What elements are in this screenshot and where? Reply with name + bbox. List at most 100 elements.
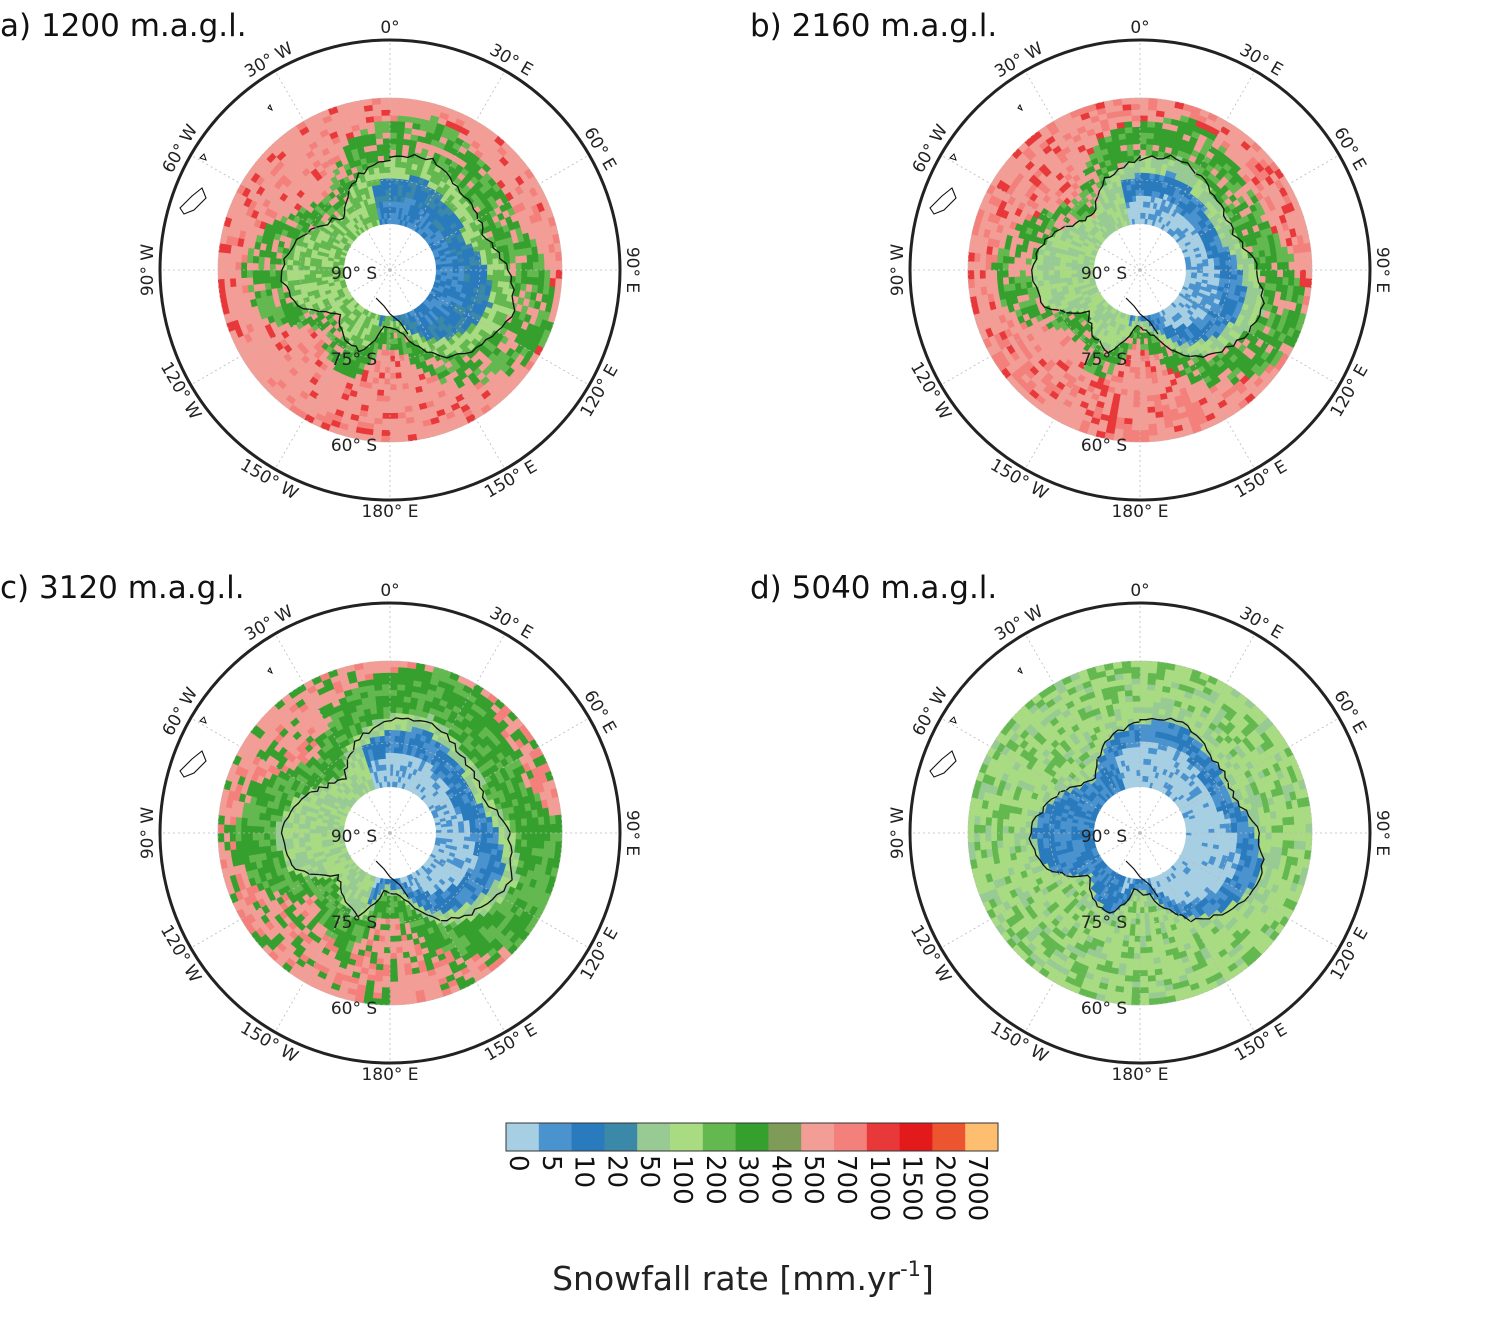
snowfall-cell (1230, 259, 1238, 266)
snowfall-cell (1248, 263, 1256, 271)
snowfall-cell (452, 266, 460, 271)
snowfall-cell (1127, 378, 1135, 385)
snowfall-cell (257, 276, 265, 285)
snowfall-cell (309, 269, 316, 275)
snowfall-cell (553, 242, 562, 253)
snowfall-cell (1139, 407, 1148, 414)
snowfall-cell (252, 269, 259, 278)
snowfall-cell (555, 260, 563, 271)
snowfall-cell (399, 365, 407, 374)
snowfall-cell (1128, 372, 1135, 380)
snowfall-cell (1136, 200, 1141, 208)
snowfall-cell (1070, 269, 1078, 274)
snowfall-cell (1270, 276, 1278, 285)
snowfall-cell (1127, 383, 1135, 391)
snowfall-cell (263, 256, 271, 265)
snowfall-cell (379, 172, 386, 180)
snowfall-cell (217, 269, 225, 280)
snowfall-cell (985, 253, 993, 263)
snowfall-cell (1282, 269, 1290, 279)
snowfall-cell (380, 177, 386, 185)
snowfall-cell (217, 278, 225, 289)
snowfall-cell (538, 269, 546, 279)
snowfall-cell (1144, 166, 1152, 174)
longitude-label: 90° W (138, 244, 158, 297)
snowfall-cell (458, 265, 465, 271)
snowfall-cell (1214, 269, 1221, 275)
snowfall-cell (252, 255, 260, 264)
snowfall-cell (309, 265, 316, 271)
snowfall-cell (394, 355, 400, 363)
snowfall-cell (219, 233, 228, 245)
snowfall-cell (1042, 259, 1050, 266)
snowfall-cell (1213, 261, 1221, 267)
snowfall-cell (1024, 263, 1032, 271)
snowfall-cell (1135, 189, 1141, 196)
snowfall-cell (990, 277, 998, 286)
snowfall-cell (1237, 269, 1244, 276)
snowfall-cell (309, 273, 317, 279)
snowfall-cell (1065, 265, 1072, 271)
snowfall-cell (527, 269, 534, 278)
snowfall-cell (297, 274, 305, 280)
snowfall-cell (1282, 254, 1290, 263)
snowfall-cell (362, 98, 373, 107)
snowfall-cell (1235, 253, 1244, 261)
snowfall-cell (1125, 137, 1134, 145)
snowfall-cell (464, 269, 471, 275)
snowfall-cell (389, 172, 396, 179)
snowfall-cell (377, 378, 385, 385)
snowfall-cell (1219, 269, 1227, 275)
snowfall-cell (1125, 178, 1132, 186)
snowfall-cell (1042, 274, 1050, 281)
snowfall-cell (386, 218, 391, 225)
snowfall-cell (223, 252, 231, 262)
snowfall-cell (389, 132, 398, 139)
snowfall-cell (487, 269, 494, 276)
snowfall-cell (1242, 269, 1250, 277)
snowfall-cell (229, 269, 236, 279)
snowfall-cell (464, 265, 471, 271)
snowfall-cell (1024, 269, 1032, 277)
snowfall-cell (515, 276, 523, 285)
snowfall-cell (381, 120, 391, 128)
snowfall-cell (394, 360, 401, 368)
snowfall-cell (985, 277, 993, 287)
snowfall-cell (297, 269, 305, 276)
snowfall-cell (371, 97, 382, 105)
longitude-label: 0° (380, 18, 399, 38)
snowfall-cell (1145, 383, 1153, 391)
snowfall-cell (269, 257, 277, 265)
snowfall-cell (397, 417, 407, 425)
snowfall-cell (1143, 338, 1149, 345)
snowfall-cell (395, 372, 402, 380)
island-outline (199, 103, 273, 161)
snowfall-cell (229, 261, 236, 271)
snowfall-cell (1047, 264, 1055, 271)
snowfall-cell (274, 269, 282, 277)
snowfall-cell (374, 126, 384, 134)
snowfall-cell (389, 349, 395, 357)
snowfall-cell (292, 279, 300, 286)
snowfall-cell (389, 338, 395, 345)
snowfall-cell (485, 253, 494, 261)
snowfall-cell (229, 277, 237, 288)
snowfall-cell (384, 367, 391, 374)
snowfall-cell (509, 256, 517, 265)
snowfall-cell (469, 269, 477, 275)
snowfall-cell (373, 166, 381, 175)
snowfall-cell (1185, 266, 1192, 271)
snowfall-cell (286, 269, 293, 276)
snowfall-cell (1123, 115, 1133, 123)
snowfall-cell (235, 277, 243, 287)
snowfall-cell (397, 423, 408, 431)
snowfall-cell (515, 262, 523, 271)
snowfall-cell (393, 338, 399, 345)
snowfall-cell (1134, 367, 1141, 374)
snowfall-cell (1145, 389, 1154, 397)
snowfall-cell (1225, 269, 1233, 276)
snowfall-cell (1053, 269, 1061, 275)
snowfall-cell (376, 389, 385, 397)
snowfall-cell (1019, 275, 1027, 283)
